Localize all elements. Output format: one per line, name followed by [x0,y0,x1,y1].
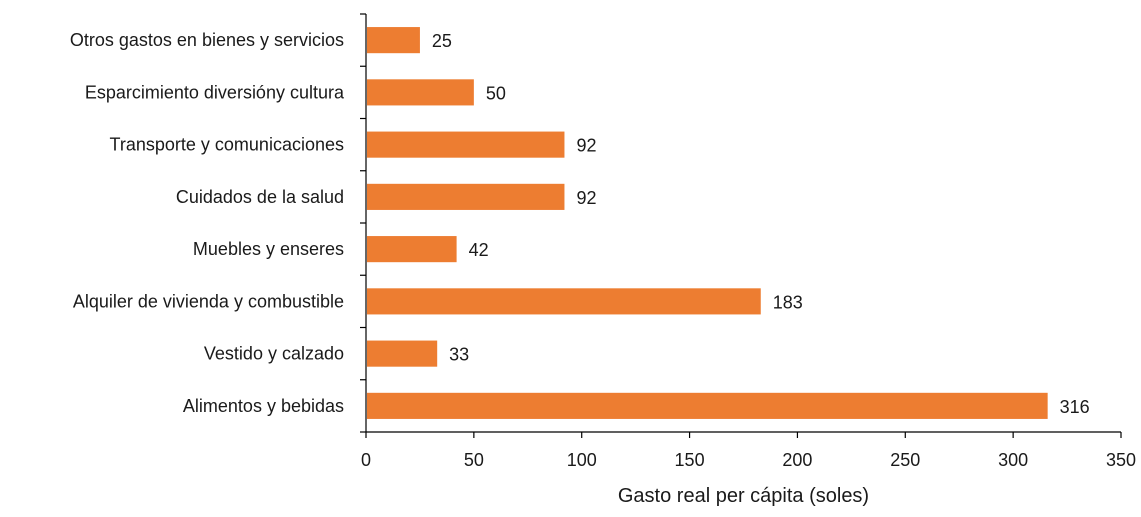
data-label: 50 [486,83,506,103]
x-tick-label: 100 [567,450,597,470]
data-label: 25 [432,31,452,51]
x-tick-label: 350 [1106,450,1136,470]
data-label: 183 [773,292,803,312]
category-label: Vestido y calzado [204,344,344,364]
bars-layer [367,27,1048,419]
bar-otros-gastos-en-bienes-y-servicios [367,27,420,54]
x-tick-label: 150 [675,450,705,470]
category-label: Cuidados de la salud [176,187,344,207]
labels-layer: Otros gastos en bienes y servicios 25 Espa… [70,13,1136,470]
data-label: 42 [469,240,489,260]
bar-alimentos-y-bebidas [367,392,1048,419]
bar-transporte-y-comunicaciones [367,131,565,158]
bar-vestido-y-calzado [367,340,438,367]
data-label: 316 [1060,397,1090,417]
x-axis-title: Gasto real per cápita (soles) [618,485,869,507]
category-label: Muebles y enseres [193,239,344,259]
x-tick-label: 50 [464,450,484,470]
data-label: 92 [576,188,596,208]
x-tick-label: 0 [361,450,371,470]
category-label: Alimentos y bebidas [183,396,344,416]
x-tick-label: 300 [998,450,1028,470]
category-label: Alquiler de vivienda y combustible [73,291,344,311]
x-tick-label: 250 [890,450,920,470]
category-label: Transporte y comunicaciones [110,135,344,155]
bar-cuidados-de-la-salud [367,183,565,210]
x-tick-label: 200 [782,450,812,470]
data-label: 92 [576,136,596,156]
bar-muebles-y-enseres [367,236,457,263]
bar-alquiler-de-vivienda-y-combustible [367,288,761,315]
category-label: Esparcimiento diversióny cultura [85,82,345,102]
bar-esparcimiento-diversiony-cultura [367,79,474,106]
axes-layer [365,14,1121,433]
category-label: Otros gastos en bienes y servicios [70,30,344,50]
data-label: 33 [449,345,469,365]
